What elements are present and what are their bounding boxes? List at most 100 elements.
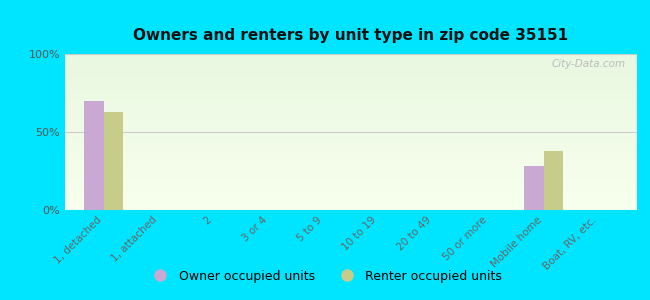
Bar bbox=[65, 137, 637, 138]
Bar bbox=[65, 114, 637, 115]
Bar bbox=[65, 193, 637, 194]
Bar bbox=[65, 67, 637, 68]
Bar bbox=[65, 88, 637, 89]
Bar bbox=[65, 110, 637, 111]
Bar bbox=[65, 84, 637, 85]
Bar bbox=[65, 173, 637, 174]
Bar bbox=[65, 55, 637, 56]
Bar bbox=[65, 185, 637, 186]
Bar bbox=[65, 149, 637, 150]
Bar bbox=[65, 93, 637, 94]
Bar bbox=[65, 81, 637, 82]
Bar bbox=[65, 96, 637, 97]
Bar bbox=[65, 191, 637, 192]
Bar bbox=[65, 153, 637, 154]
Bar bbox=[65, 166, 637, 167]
Bar bbox=[65, 198, 637, 199]
Bar bbox=[65, 174, 637, 175]
Bar bbox=[65, 156, 637, 157]
Bar bbox=[65, 113, 637, 114]
Bar bbox=[65, 162, 637, 163]
Bar bbox=[65, 105, 637, 106]
Bar bbox=[65, 183, 637, 184]
Bar bbox=[65, 79, 637, 80]
Bar bbox=[65, 139, 637, 140]
Bar bbox=[65, 165, 637, 166]
Bar bbox=[65, 146, 637, 147]
Bar bbox=[65, 196, 637, 197]
Bar bbox=[65, 129, 637, 130]
Bar bbox=[65, 187, 637, 188]
Bar bbox=[65, 118, 637, 119]
Legend: Owner occupied units, Renter occupied units: Owner occupied units, Renter occupied un… bbox=[143, 265, 507, 288]
Bar bbox=[65, 195, 637, 196]
Bar bbox=[65, 106, 637, 107]
Bar bbox=[65, 112, 637, 113]
Text: City-Data.com: City-Data.com bbox=[551, 59, 625, 69]
Bar bbox=[65, 108, 637, 109]
Bar bbox=[65, 117, 637, 118]
Bar bbox=[65, 145, 637, 146]
Bar bbox=[65, 125, 637, 126]
Bar bbox=[65, 154, 637, 155]
Bar bbox=[65, 92, 637, 93]
Bar bbox=[65, 73, 637, 74]
Bar bbox=[65, 136, 637, 137]
Bar bbox=[65, 133, 637, 134]
Bar bbox=[65, 148, 637, 149]
Bar bbox=[84, 101, 103, 210]
Bar bbox=[65, 62, 637, 63]
Bar bbox=[65, 135, 637, 136]
Bar bbox=[65, 83, 637, 84]
Bar bbox=[65, 58, 637, 59]
Bar bbox=[65, 178, 637, 179]
Bar bbox=[65, 60, 637, 61]
Bar bbox=[65, 78, 637, 79]
Bar bbox=[65, 168, 637, 169]
Bar bbox=[65, 201, 637, 202]
Bar bbox=[65, 100, 637, 101]
Bar bbox=[65, 169, 637, 170]
Bar bbox=[65, 170, 637, 171]
Bar bbox=[65, 64, 637, 65]
Bar bbox=[65, 157, 637, 158]
Bar bbox=[65, 86, 637, 87]
Bar bbox=[65, 103, 637, 104]
Bar bbox=[65, 188, 637, 189]
Bar bbox=[65, 63, 637, 64]
Bar bbox=[65, 141, 637, 142]
Bar bbox=[65, 116, 637, 117]
Bar bbox=[65, 169, 637, 170]
Bar bbox=[65, 138, 637, 139]
Bar bbox=[65, 101, 637, 102]
Bar bbox=[65, 192, 637, 193]
Bar bbox=[65, 143, 637, 144]
Bar bbox=[65, 80, 637, 81]
Bar bbox=[65, 186, 637, 187]
Bar bbox=[65, 202, 637, 203]
Bar bbox=[65, 66, 637, 67]
Bar bbox=[65, 144, 637, 145]
Bar bbox=[65, 159, 637, 160]
Bar bbox=[65, 69, 637, 70]
Bar bbox=[65, 94, 637, 95]
Bar bbox=[65, 164, 637, 165]
Bar bbox=[65, 109, 637, 110]
Bar bbox=[65, 151, 637, 152]
Bar bbox=[65, 140, 637, 141]
Bar bbox=[65, 175, 637, 176]
Bar bbox=[65, 194, 637, 195]
Bar bbox=[65, 74, 637, 75]
Bar bbox=[65, 82, 637, 83]
Bar bbox=[65, 59, 637, 60]
Bar bbox=[65, 102, 637, 103]
Bar bbox=[65, 75, 637, 76]
Bar bbox=[65, 172, 637, 173]
Bar bbox=[65, 208, 637, 209]
Bar bbox=[65, 107, 637, 108]
Bar bbox=[65, 119, 637, 120]
Bar bbox=[65, 199, 637, 200]
Bar bbox=[525, 166, 543, 210]
Bar bbox=[65, 61, 637, 62]
Bar bbox=[65, 77, 637, 78]
